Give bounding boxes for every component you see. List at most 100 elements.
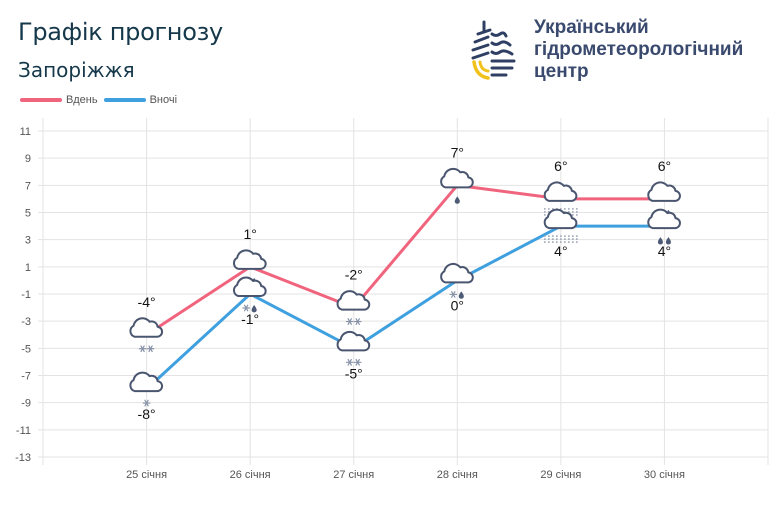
temperature-label-day: 6° — [554, 158, 567, 174]
temperature-label-night: -1° — [241, 311, 259, 327]
organization-name: Український гідрометеорологічний центр — [534, 17, 743, 83]
fog-dot — [563, 235, 566, 237]
legend: Вдень Вночі — [20, 94, 183, 106]
weather-icon-cloud-fog — [543, 181, 578, 216]
fog-dot — [555, 238, 558, 240]
fog-dot — [575, 238, 578, 240]
cloud-icon — [336, 290, 371, 311]
cloud-icon — [440, 167, 474, 189]
fog-dot — [543, 208, 546, 210]
y-tick-label: -5 — [21, 343, 31, 355]
org-line-2: гідрометеорологічний — [534, 39, 744, 60]
x-tick-label: 29 січня — [540, 469, 581, 481]
weather-icon-cloud-snow-rain — [233, 276, 267, 313]
raindrop-icon — [665, 237, 671, 245]
fog-dot — [547, 235, 550, 237]
temperature-label-night: -8° — [138, 406, 156, 422]
snowflake-arm — [347, 318, 352, 325]
page-title: Графік прогнозу — [18, 18, 223, 46]
temperature-label-night: 4° — [658, 243, 671, 259]
raindrop-icon — [657, 237, 663, 245]
x-tick-label: 28 січня — [437, 469, 478, 481]
legend-item-night[interactable]: Вночі — [103, 94, 178, 106]
x-tick-label: 26 січня — [230, 469, 271, 481]
fog-dot — [559, 241, 562, 243]
y-tick-label: -11 — [16, 425, 31, 437]
fog-dot — [555, 241, 558, 243]
temperature-label-day: 7° — [451, 144, 464, 160]
y-tick-label: 3 — [25, 235, 31, 247]
fog-dot — [551, 241, 554, 243]
snowflake-icon — [345, 318, 354, 325]
temperature-label-night: 0° — [451, 297, 464, 313]
temperature-label-night: -5° — [345, 365, 363, 381]
org-line-1: Український — [534, 17, 649, 38]
y-tick-label: 5 — [25, 208, 31, 220]
snowflake-icon — [142, 399, 151, 407]
snowflake-icon — [146, 345, 155, 353]
x-tick-label: 25 січня — [126, 469, 167, 481]
x-tick-label: 27 січня — [333, 469, 374, 481]
fog-dot — [543, 241, 546, 243]
legend-item-day[interactable]: Вдень — [20, 94, 98, 106]
temperature-label-night: 4° — [554, 243, 567, 259]
fog-dot — [563, 208, 566, 210]
fog-dot — [571, 211, 574, 213]
fog-dot — [575, 208, 578, 210]
cloud-icon — [543, 208, 578, 230]
cloud-icon — [336, 330, 371, 352]
legend-label-night: Вночі — [149, 94, 178, 106]
org-line-3: центр — [534, 61, 589, 82]
snowflake-icon — [242, 304, 250, 312]
y-tick-label: 11 — [20, 126, 31, 138]
fog-dot — [555, 235, 558, 237]
snowflake-icon — [345, 358, 354, 366]
y-tick-label: -3 — [21, 316, 31, 328]
weather-icon-cloud-snow-rain — [440, 262, 474, 299]
snowflake-arm — [140, 345, 145, 353]
fog-dot — [551, 238, 554, 240]
y-tick-label: 1 — [25, 262, 31, 274]
cloud-icon — [233, 276, 267, 297]
series-line-day — [145, 183, 665, 337]
weather-icon-cloud-rain-2 — [647, 208, 681, 245]
raindrop-icon — [458, 291, 464, 299]
fog-dot — [551, 235, 554, 237]
weather-icon-cloud-rain-1 — [440, 167, 474, 204]
city-name: Запоріжжя — [18, 58, 135, 82]
fog-dot — [543, 214, 546, 216]
fog-dot — [543, 211, 546, 213]
snowflake-arm — [347, 358, 352, 366]
fog-dot — [567, 241, 570, 243]
y-tick-label: -13 — [15, 452, 31, 464]
x-tick-label: 30 січня — [644, 469, 685, 481]
snowflake-arm — [355, 358, 360, 366]
snowflake-arm — [144, 399, 149, 407]
raindrop-icon — [251, 305, 257, 313]
snowflake-arm — [451, 291, 456, 298]
series-line-night — [145, 224, 665, 391]
fog-dot — [571, 235, 574, 237]
raindrop-icon — [454, 196, 460, 204]
fog-dot — [567, 208, 570, 210]
fog-dot — [559, 235, 562, 237]
snowflake-icon — [138, 345, 147, 353]
ukrhydromet-logo — [471, 20, 516, 80]
cloud-icon — [647, 181, 681, 202]
fog-dot — [559, 238, 562, 240]
fog-dot — [575, 235, 578, 237]
fog-dot — [575, 214, 578, 216]
y-tick-label: -1 — [21, 289, 31, 301]
fog-dot — [543, 238, 546, 240]
weather-icon-cloud-snow-2 — [336, 330, 371, 366]
fog-dot — [567, 235, 570, 237]
legend-swatch-day — [20, 98, 62, 102]
temperature-label-day: 1° — [243, 226, 256, 242]
cloud-icon — [129, 317, 164, 338]
fog-dot — [571, 241, 574, 243]
cloud-icon — [543, 181, 578, 202]
legend-swatch-night — [103, 98, 146, 102]
temperature-label-day: 6° — [658, 158, 671, 174]
weather-icon-cloud-fog — [543, 208, 578, 243]
